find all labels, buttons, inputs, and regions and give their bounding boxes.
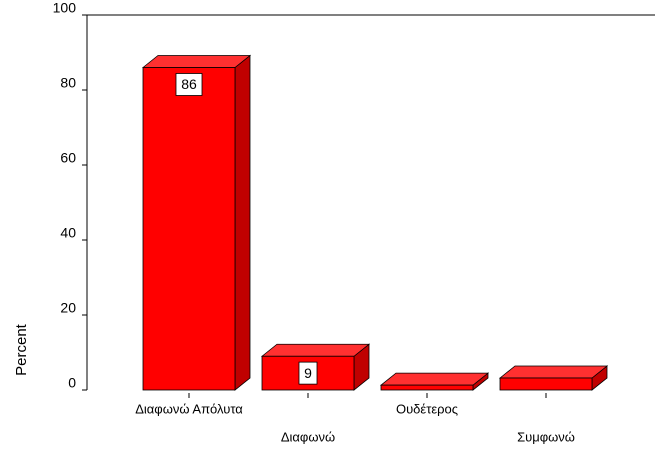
bar-top	[260, 343, 371, 357]
y-tick-label: 80	[60, 75, 76, 91]
x-tick-label: Συμφωνώ	[517, 429, 575, 444]
x-tick-label: Διαφωνώ	[281, 429, 335, 444]
value-label-box	[298, 361, 318, 385]
bar-top	[141, 55, 252, 68]
bar-side	[234, 54, 251, 391]
y-tick-label: 40	[60, 225, 76, 241]
bar	[499, 377, 593, 391]
value-label: 9	[304, 365, 312, 381]
x-tick-label: Διαφωνώ Απόλυτα	[135, 401, 243, 416]
y-axis-label: Percent	[13, 323, 30, 376]
y-tick-label: 0	[68, 375, 76, 391]
bar-top	[498, 365, 609, 379]
y-tick-label: 60	[60, 150, 76, 166]
value-label: 86	[181, 76, 197, 92]
value-label-box	[175, 73, 203, 96]
y-tick-label: 100	[53, 0, 77, 16]
bar	[380, 384, 474, 391]
y-tick-label: 20	[60, 300, 76, 316]
bar-top	[379, 372, 490, 386]
x-tick-label: Ουδέτερος	[396, 401, 458, 416]
bar	[142, 67, 236, 391]
